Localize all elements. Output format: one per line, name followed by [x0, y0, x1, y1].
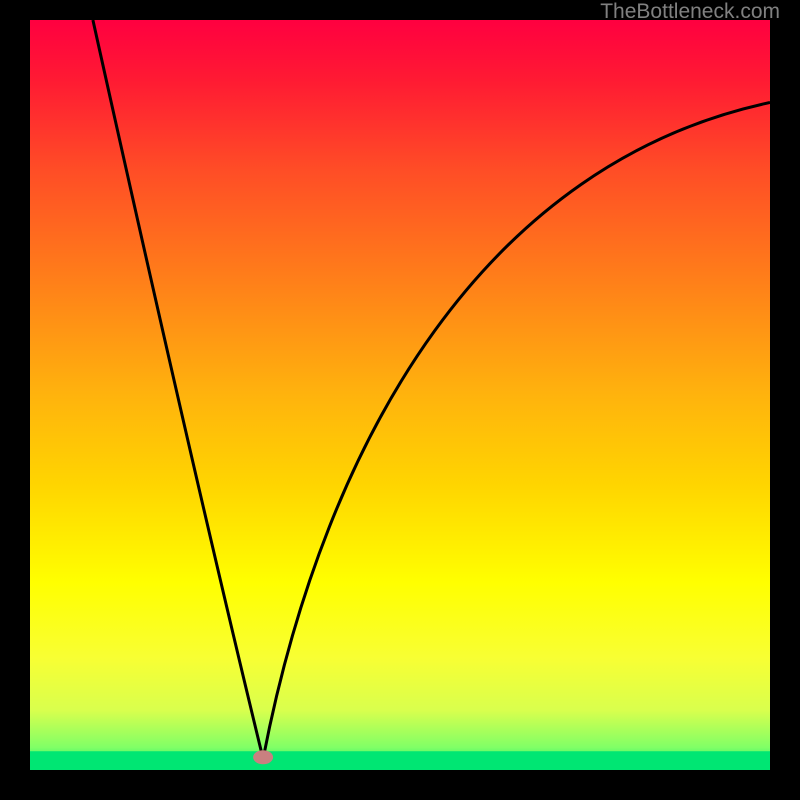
plot-area: [30, 20, 770, 770]
bottleneck-curve: [30, 20, 770, 770]
bottleneck-marker: [253, 750, 273, 764]
gradient-background: [30, 20, 770, 770]
optimal-zone-strip: [30, 751, 770, 770]
watermark-text: TheBottleneck.com: [600, 0, 780, 24]
